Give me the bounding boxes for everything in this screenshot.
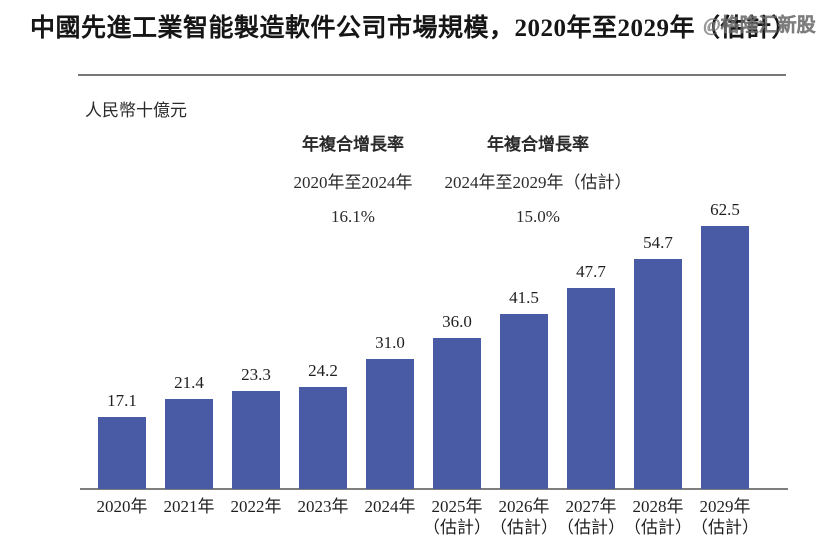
cagr-heading: 年複合增長率 (487, 135, 589, 154)
cagr-value: 16.1% (331, 207, 375, 226)
x-axis-line (80, 488, 788, 490)
x-tick-label: 2022年 (230, 497, 282, 516)
bar-value-label: 21.4 (174, 373, 204, 392)
bar-value-label: 17.1 (107, 391, 137, 410)
cagr-value: 15.0% (516, 207, 560, 226)
x-tick-label: 2027年 （估計） (557, 497, 625, 537)
bar-2022年 (232, 391, 280, 489)
bar-value-label: 47.7 (576, 262, 606, 281)
bar-2027年 (567, 288, 615, 489)
bar-2028年 (634, 259, 682, 489)
bar-2026年 (500, 314, 548, 489)
bar-2025年 (433, 338, 481, 489)
cagr-heading: 年複合增長率 (302, 135, 404, 154)
bar-value-label: 62.5 (710, 200, 740, 219)
y-axis-unit-label: 人民幣十億元 (85, 101, 187, 120)
x-tick-label: 2023年 (297, 497, 349, 516)
title-divider-rule (78, 74, 786, 76)
bar-2021年 (165, 399, 213, 489)
bar-2023年 (299, 387, 347, 489)
cagr-annotation-2020-2024: 年複合增長率 2020年至2024年 16.1% (243, 130, 463, 227)
cagr-period: 2020年至2024年 (293, 173, 413, 192)
bar-value-label: 36.0 (442, 312, 472, 331)
x-tick-label: 2025年 （估計） (423, 497, 491, 537)
x-axis-labels: 2020年 2021年 2022年 2023年 2024年 2025年 （估計） 2026年（… (80, 496, 788, 542)
bar-value-label: 24.2 (308, 361, 338, 380)
x-tick-label: 2028年 （估計） (624, 497, 692, 537)
cagr-annotation-2024-2029: 年複合增長率 2024年至2029年（估計） 15.0% (428, 130, 648, 227)
bar-value-label: 23.3 (241, 365, 271, 384)
chart-title: 中國先進工業智能製造軟件公司市場規模，2020年至2029年（估計） (30, 15, 798, 42)
bar-2024年 (366, 359, 414, 489)
bar-value-label: 31.0 (375, 333, 405, 352)
x-tick-label: 2026年 （估計） (490, 497, 558, 537)
cagr-period: 2024年至2029年（估計） (444, 173, 632, 192)
x-tick-label: 2029年 （估計） (691, 497, 759, 537)
bar-2020年 (98, 417, 146, 489)
bar-value-label: 41.5 (509, 288, 539, 307)
bar-value-label: 54.7 (643, 233, 673, 252)
x-tick-label: 2024年 (364, 497, 416, 516)
x-tick-label: 2021年 (163, 497, 215, 516)
plot-area: 17.1 21.4 23.3 24.2 31.0 36.0 41.5 47.7 54.7 62.5 (80, 200, 788, 490)
bar-2029年 (701, 226, 749, 489)
x-tick-label: 2020年 (96, 497, 148, 516)
watermark-text: @格隆汇新股 (703, 15, 816, 37)
